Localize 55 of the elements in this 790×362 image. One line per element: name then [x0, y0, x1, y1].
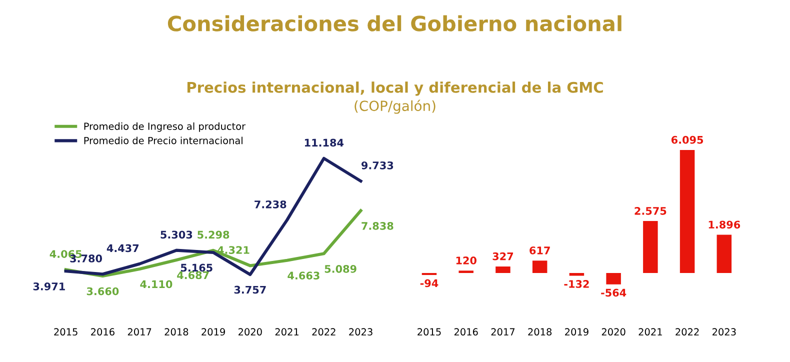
bar — [496, 266, 510, 274]
data-label: 1.896 — [708, 220, 740, 229]
x-tick-label: 2018 — [164, 328, 188, 336]
x-tick-label: 2020 — [238, 328, 262, 336]
bar — [680, 150, 695, 274]
x-tick-label: 2021 — [638, 328, 662, 336]
x-tick-label: 2016 — [91, 328, 114, 336]
x-tick-label: 2019 — [202, 328, 225, 336]
data-label: 4.687 — [177, 271, 209, 280]
x-tick-label: 2023 — [349, 328, 372, 336]
bar — [458, 270, 474, 274]
x-tick-label: 2015 — [418, 328, 441, 336]
data-label: 4.110 — [140, 280, 172, 288]
bar — [643, 221, 658, 274]
data-label: -564 — [601, 288, 626, 297]
bar — [569, 273, 584, 276]
data-label: 327 — [492, 252, 514, 260]
text: (COP/galón) — [354, 100, 436, 114]
data-label: 5.165 — [180, 264, 212, 272]
x-tick-label: 2022 — [676, 328, 699, 336]
data-label: 2.575 — [634, 206, 666, 215]
bar — [716, 234, 732, 274]
data-label: 4.663 — [288, 272, 320, 280]
bar — [532, 260, 548, 274]
bar — [606, 273, 621, 284]
data-label: 5.089 — [324, 264, 356, 273]
x-tick-label: 2017 — [491, 328, 515, 336]
data-label: 5.303 — [160, 230, 192, 239]
data-label: -94 — [420, 279, 438, 288]
data-label: 3.971 — [33, 282, 65, 290]
data-label: 6.095 — [671, 136, 704, 144]
data-label: -132 — [564, 280, 589, 288]
data-label: 5.298 — [198, 230, 230, 239]
x-tick-label: 2021 — [275, 328, 299, 336]
data-label: 7.238 — [254, 200, 286, 208]
chart-title: Consideraciones del Gobierno nacional — [168, 15, 622, 32]
data-label: 3.660 — [86, 287, 119, 296]
x-tick-label: 2018 — [528, 328, 552, 336]
data-label: 120 — [456, 256, 476, 264]
chart-subtitle: Precios internacional, local y diferencial de la GMC — [187, 82, 603, 96]
x-tick-label: 2016 — [454, 328, 478, 336]
legend-label: Promedio de Ingreso al productor — [84, 122, 246, 132]
x-tick-label: 2019 — [565, 328, 588, 336]
x-tick-label: 2022 — [312, 328, 336, 336]
x-tick-label: 2020 — [602, 328, 626, 336]
data-label: 11.184 — [304, 138, 344, 147]
data-label: 7.838 — [362, 222, 394, 230]
x-tick-label: 2023 — [712, 328, 736, 336]
data-label: 3.757 — [234, 286, 266, 294]
legend-label: Promedio de Precio internacional — [84, 136, 242, 144]
x-tick-label: 2015 — [54, 328, 78, 336]
data-label: 617 — [530, 246, 550, 254]
data-label: 9.733 — [362, 161, 394, 170]
x-tick-label: 2017 — [128, 328, 152, 336]
data-label: 4.437 — [106, 244, 139, 252]
